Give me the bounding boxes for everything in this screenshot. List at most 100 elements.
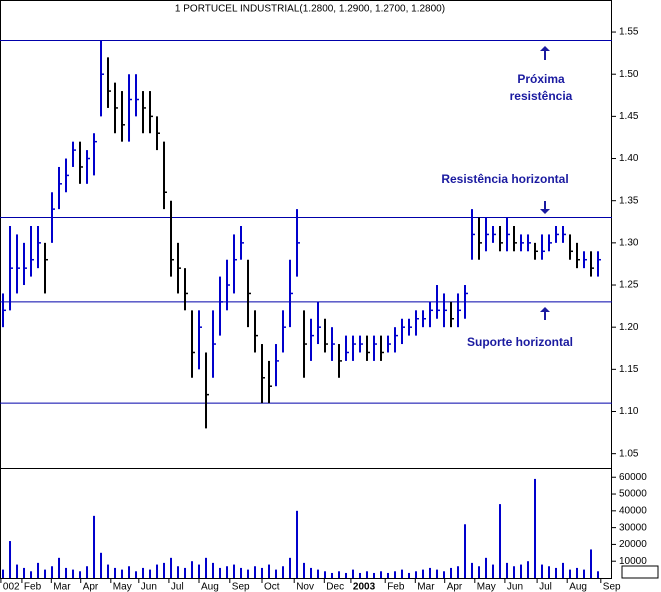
x-tick-label: Apr [447, 582, 463, 592]
volume-bar [548, 566, 551, 578]
y-tick-label: 1.05 [619, 448, 639, 459]
x-tick-label: Sep [232, 582, 250, 592]
volume-bar [107, 564, 110, 578]
volume-bar [506, 562, 509, 578]
volume-bar [562, 562, 565, 578]
volume-bar [394, 571, 397, 578]
volume-bar [121, 569, 124, 578]
y-tick-label: 30000 [619, 522, 647, 533]
volume-bar [65, 567, 68, 578]
y-tick-label: 1.20 [619, 322, 639, 333]
y-tick-label: 1.40 [619, 153, 639, 164]
volume-bar [16, 564, 19, 578]
volume-bar [303, 562, 306, 578]
volume-bar [93, 515, 96, 578]
volume-bar [317, 569, 320, 578]
volume-bar [226, 566, 229, 578]
x-tick-label: Mar [53, 582, 71, 592]
volume-bar [72, 569, 75, 578]
annotation: Próxima [517, 72, 565, 86]
x-tick-label: Oct [264, 582, 280, 592]
x-tick-label: Dec [326, 582, 344, 592]
y-tick-label: 1.35 [619, 195, 639, 206]
volume-bar [268, 564, 271, 578]
x-tick-label: Mar [417, 582, 435, 592]
volume-bar [275, 569, 278, 578]
x-tick-label: 002 [3, 582, 20, 592]
volume-bar [597, 571, 600, 578]
volume-bar [177, 566, 180, 578]
volume-bar [163, 562, 166, 578]
y-tick-label: 10000 [619, 556, 647, 567]
volume-bar [555, 567, 558, 578]
volume-bar [51, 566, 54, 578]
volume-bar [324, 571, 327, 578]
volume-bar [212, 562, 215, 578]
volume-bar [513, 566, 516, 578]
volume-bar [128, 566, 131, 578]
volume-bar [387, 572, 390, 578]
volume-bar [422, 569, 425, 578]
volume-bar [415, 571, 418, 578]
x-tick-label: Apr [83, 582, 99, 592]
volume-bar [254, 566, 257, 578]
volume-bar [380, 571, 383, 578]
y-tick-label: 1.55 [619, 27, 639, 38]
volume-bar [583, 569, 586, 578]
x-tick-label: Jun [141, 582, 157, 592]
x-tick-label: Jul [539, 582, 552, 592]
volume-bar [30, 571, 33, 578]
volume-bar [100, 552, 103, 578]
volume-bar [436, 569, 439, 578]
volume-bar [429, 567, 432, 578]
volume-bar [149, 569, 152, 578]
volume-bar [352, 569, 355, 578]
volume-bar [331, 572, 334, 578]
volume-bar [338, 571, 341, 578]
volume-bar [464, 524, 467, 578]
annotation-arrowhead [540, 209, 550, 214]
x-tick-label: Sep [603, 582, 621, 592]
volume-bar [576, 567, 579, 578]
x-tick-label: 2003 [353, 582, 376, 592]
volume-bar [569, 569, 572, 578]
volume-bar [44, 569, 47, 578]
volume-bar [9, 541, 12, 578]
volume-bar [142, 567, 145, 578]
volume-bar [191, 561, 194, 578]
volume-bar [247, 569, 250, 578]
volume-bar [457, 566, 460, 578]
volume-bar [534, 478, 537, 578]
volume-bar [296, 510, 299, 578]
volume-bar [2, 569, 5, 578]
volume-bar [450, 567, 453, 578]
volume-bar [443, 571, 446, 578]
plot-frame [0, 0, 612, 579]
scale-box [621, 565, 659, 579]
volume-bar [485, 557, 488, 578]
x-tick-label: Aug [569, 582, 587, 592]
annotation: Resistência horizontal [441, 172, 568, 186]
volume-bar [499, 504, 502, 578]
volume-bar [541, 564, 544, 578]
volume-bar [198, 564, 201, 578]
x-tick-label: Nov [296, 582, 314, 592]
volume-bar [86, 566, 89, 578]
volume-bar [156, 564, 159, 578]
y-tick-label: 1.15 [619, 364, 639, 375]
volume-bar [401, 569, 404, 578]
volume-bar [310, 567, 313, 578]
volume-bar [37, 562, 40, 578]
volume-bar [590, 549, 593, 578]
volume-bar [240, 567, 243, 578]
volume-bar [408, 572, 411, 578]
volume-bar [205, 557, 208, 578]
x-tick-label: Aug [201, 582, 219, 592]
x-tick-label: Jul [171, 582, 184, 592]
annotation-arrowhead [540, 307, 550, 312]
volume-bar [478, 566, 481, 578]
volume-bar [135, 571, 138, 578]
y-tick-label: 1.25 [619, 280, 639, 291]
